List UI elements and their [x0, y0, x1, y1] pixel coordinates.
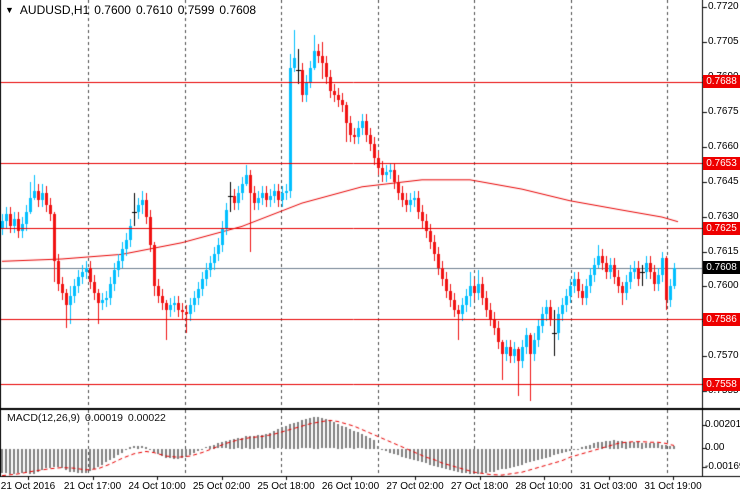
bid-price-badge: 0.7608 [703, 261, 740, 275]
open-value: 0.7600 [94, 3, 131, 17]
time-label: 21 Oct 2016 [0, 481, 56, 492]
time-label: 27 Oct 02:00 [386, 481, 444, 492]
time-label: 25 Oct 02:00 [192, 481, 251, 492]
time-label: 24 Oct 10:00 [128, 481, 186, 492]
symbol-marker-icon: ▼ [5, 5, 14, 15]
close-value: 0.7608 [219, 3, 257, 17]
price-level-badge: 0.7653 [703, 156, 740, 170]
price-tick-label: 0.7600 [708, 280, 739, 292]
price-tick-label: 0.7630 [708, 210, 739, 222]
time-label: 31 Oct 19:00 [644, 481, 702, 492]
low-value: 0.7599 [177, 3, 215, 17]
price-tick-label: 0.7705 [708, 35, 739, 47]
symbol-period-label: AUDUSD,H1 [19, 3, 90, 17]
macd-tick-label: 0.00201 [705, 418, 740, 430]
price-tick-label: 0.7570 [708, 350, 739, 362]
high-value: 0.7610 [135, 3, 173, 17]
macd-tick-label: -0.00169 [705, 461, 740, 473]
macd-signal-value: 0.00022 [127, 412, 166, 424]
time-label: 28 Oct 10:00 [515, 481, 573, 492]
price-tick-label: 0.7660 [708, 140, 739, 152]
time-label: 27 Oct 18:00 [450, 481, 509, 492]
macd-indicator-header: MACD(12,26,9) 0.00019 0.00022 [7, 412, 166, 424]
price-tick-label: 0.7675 [708, 105, 739, 117]
time-label: 26 Oct 10:00 [321, 481, 380, 492]
chart-ohlc-header: ▼ AUDUSD,H1 0.7600 0.7610 0.7599 0.7608 [5, 3, 256, 17]
price-tick-label: 0.7720 [708, 0, 739, 12]
time-label: 31 Oct 03:00 [579, 481, 638, 492]
price-level-badge: 0.7586 [703, 312, 740, 326]
price-level-badge: 0.7625 [703, 221, 740, 235]
price-tick-label: 0.7615 [708, 245, 739, 257]
price-tick-label: 0.7645 [708, 175, 739, 187]
time-label: 25 Oct 18:00 [257, 481, 315, 492]
macd-tick-label: 0.00 [705, 442, 725, 453]
time-label: 21 Oct 17:00 [63, 481, 122, 492]
macd-label: MACD(12,26,9) [7, 412, 80, 424]
price-level-badge: 0.7688 [703, 75, 740, 88]
price-level-badge: 0.7558 [703, 377, 740, 391]
macd-main-value: 0.00019 [84, 412, 123, 424]
